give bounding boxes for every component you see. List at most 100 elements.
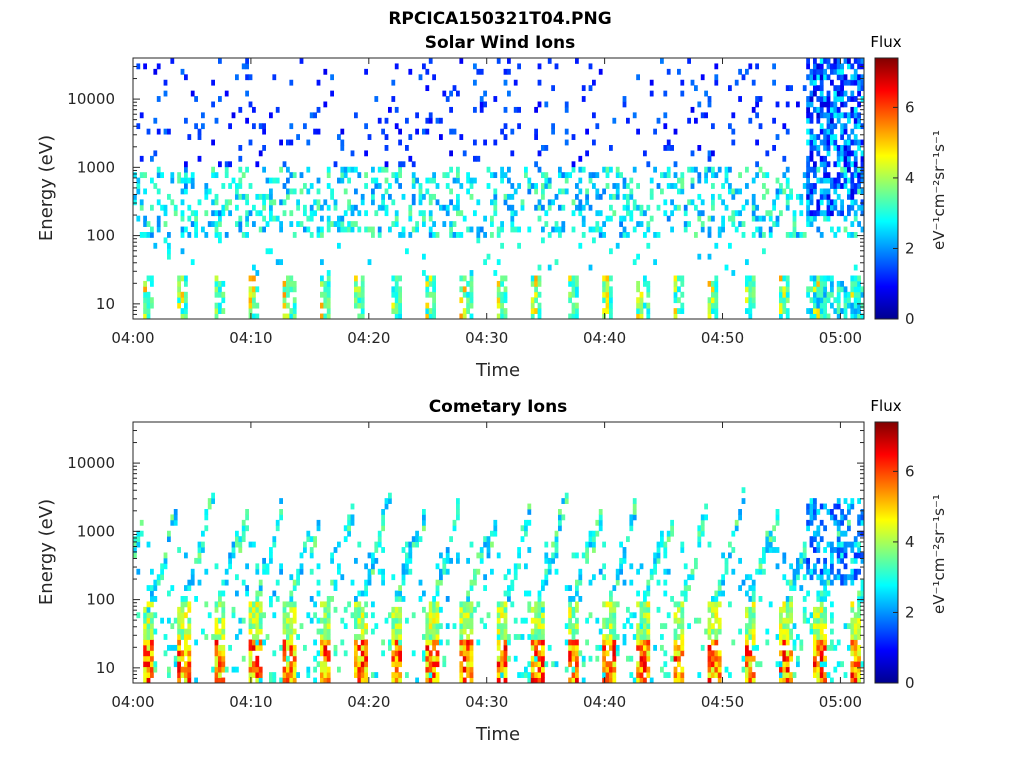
heatmap-cell — [850, 498, 855, 504]
heatmap-cell — [381, 193, 385, 200]
heatmap-cell — [445, 568, 450, 575]
heatmap-cell — [258, 601, 263, 608]
heatmap-cell — [394, 215, 399, 222]
heatmap-cell — [224, 666, 229, 673]
heatmap-cell — [748, 117, 753, 124]
heatmap-cell — [847, 134, 851, 140]
heatmap-cell — [541, 677, 545, 684]
heatmap-cell — [792, 579, 797, 586]
heatmap-cell — [462, 313, 467, 320]
heatmap-cell — [146, 541, 151, 548]
heatmap-cell — [547, 644, 552, 651]
x-tick-label: 04:50 — [701, 693, 744, 711]
heatmap-cell — [660, 541, 664, 548]
heatmap-cell — [847, 525, 851, 532]
heatmap-cell — [857, 601, 861, 608]
heatmap-cell — [724, 166, 729, 173]
heatmap-cell — [530, 666, 535, 673]
heatmap-cell — [340, 221, 345, 227]
heatmap-cell — [462, 308, 467, 314]
heatmap-cell — [490, 530, 494, 537]
heatmap-cell — [758, 215, 763, 222]
heatmap-cell — [201, 541, 205, 548]
heatmap-cell — [279, 514, 283, 521]
heatmap-cell — [323, 650, 328, 657]
heatmap-cell — [629, 177, 634, 184]
heatmap-cell — [830, 68, 834, 75]
heatmap-cell — [286, 193, 290, 200]
heatmap-cell — [738, 210, 742, 217]
heatmap-cell — [435, 117, 440, 124]
heatmap-cell — [252, 541, 256, 548]
heatmap-cell — [813, 63, 817, 70]
heatmap-cell — [272, 177, 277, 184]
heatmap-cell — [717, 601, 722, 608]
heatmap-cell — [296, 204, 300, 211]
heatmap-cell — [663, 90, 668, 97]
heatmap-cell — [830, 177, 834, 184]
heatmap-cell — [711, 204, 715, 211]
heatmap-cell — [313, 666, 317, 673]
heatmap-cell — [289, 666, 294, 673]
heatmap-cell — [853, 302, 858, 309]
heatmap-cell — [180, 650, 185, 657]
heatmap-cell — [609, 606, 613, 613]
heatmap-cell — [235, 536, 239, 543]
heatmap-cell — [666, 568, 671, 575]
heatmap-cell — [258, 639, 263, 646]
heatmap-cell — [850, 601, 855, 608]
heatmap-cell — [622, 639, 627, 646]
heatmap-cell — [602, 280, 606, 287]
heatmap-cell — [394, 291, 399, 298]
heatmap-cell — [680, 90, 685, 97]
heatmap-cell — [836, 210, 841, 217]
heatmap-cell — [690, 183, 695, 189]
heatmap-cell — [354, 297, 358, 304]
heatmap-cell — [177, 275, 181, 282]
heatmap-cell — [320, 666, 324, 673]
heatmap-cell — [541, 644, 545, 651]
heatmap-cell — [177, 634, 181, 640]
x-tick-label: 05:00 — [819, 329, 862, 347]
heatmap-cell — [415, 226, 419, 233]
heatmap-cell — [755, 568, 759, 575]
heatmap-cell — [289, 661, 294, 668]
heatmap-cell — [813, 134, 817, 140]
heatmap-cell — [167, 672, 171, 678]
heatmap-cell — [605, 623, 610, 630]
heatmap-cell — [765, 547, 770, 553]
heatmap-cell — [459, 672, 464, 678]
heatmap-cell — [612, 623, 617, 630]
heatmap-cell — [714, 297, 719, 304]
heatmap-cell — [785, 666, 790, 673]
heatmap-cell — [347, 177, 351, 184]
heatmap-cell — [700, 519, 705, 526]
heatmap-cell — [541, 601, 545, 608]
heatmap-cell — [231, 547, 236, 553]
heatmap-cell — [330, 221, 334, 227]
heatmap-cell — [585, 541, 589, 548]
heatmap-cell — [428, 628, 433, 635]
heatmap-cell — [428, 650, 433, 657]
heatmap-cell — [360, 286, 365, 293]
heatmap-cell — [537, 639, 542, 646]
heatmap-cell — [313, 639, 317, 646]
heatmap-cell — [748, 634, 753, 640]
heatmap-cell — [377, 204, 382, 211]
heatmap-cell — [364, 172, 368, 179]
heatmap-cell — [564, 106, 569, 113]
heatmap-cell — [785, 606, 790, 613]
heatmap-cell — [500, 601, 504, 608]
heatmap-cell — [615, 183, 620, 189]
heatmap-cell — [296, 134, 300, 140]
heatmap-cell — [547, 557, 552, 564]
heatmap-cell — [313, 601, 317, 608]
heatmap-cell — [398, 308, 402, 314]
heatmap-cell — [809, 145, 814, 151]
heatmap-cell — [442, 563, 447, 570]
heatmap-cell — [428, 601, 433, 608]
heatmap-cell — [823, 74, 827, 81]
heatmap-cell — [636, 302, 640, 309]
heatmap-cell — [612, 210, 617, 217]
heatmap-cell — [568, 601, 572, 608]
